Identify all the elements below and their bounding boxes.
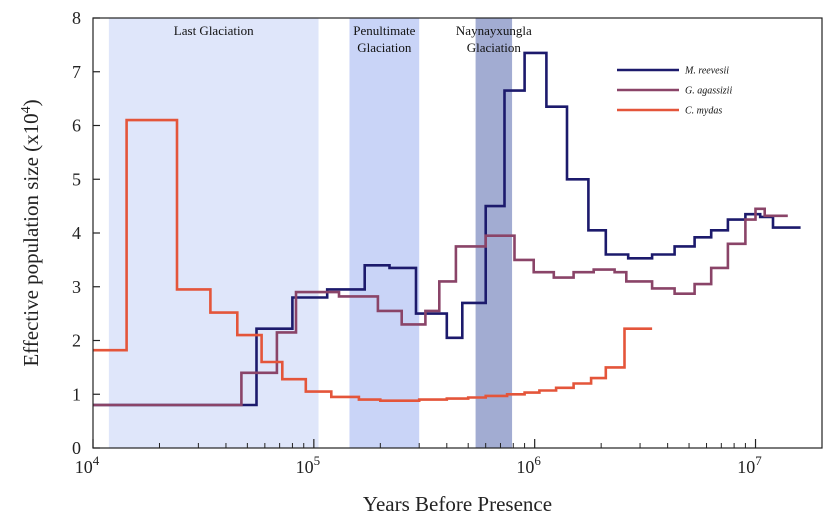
region-label-naynayxungla-glaciation: Naynayxungla Glaciation [456,23,532,55]
x-axis-title: Years Before Presence [363,492,552,516]
y-tick-label: 4 [72,223,81,243]
x-tick-label: 104 [75,453,100,477]
y-axis-title-close: ) [19,99,43,106]
region-label-line: Glaciation [357,40,412,55]
x-tick-exponent: 6 [534,453,541,468]
x-tick-base: 10 [75,457,93,477]
y-tick-label: 8 [72,8,81,28]
y-tick-label: 3 [72,277,81,297]
x-tick-label: 107 [737,453,762,477]
y-axis-title: Effective population size (x104) [19,99,43,366]
region-label-last-glaciation: Last Glaciation [174,23,254,38]
y-tick-label: 6 [72,116,81,136]
y-tick-label: 1 [72,384,81,404]
legend-label: M. reevesii [684,66,729,77]
region-last-glaciation [108,18,319,448]
y-axis-title-exponent: 4 [19,106,34,113]
series-line-c-mydas [93,118,653,403]
series-lines [93,51,801,407]
x-tick-base: 10 [737,457,755,477]
x-tick-label: 105 [296,453,321,477]
region-label-line: Last Glaciation [174,23,254,38]
region-penultimate-glaciation [349,18,420,448]
y-tick-label: 5 [72,169,81,189]
legend: M. reevesii G. agassizii C. mydas [617,66,732,117]
series-line-m-reevesii [93,51,801,407]
region-label-line: Naynayxungla [456,23,532,38]
x-tick-exponent: 5 [314,453,321,468]
region-labels: Last Glaciation Penultimate GlaciationNayn… [174,23,532,55]
series-line-g-agassizii [93,207,788,407]
region-naynayxungla-glaciation [475,18,513,448]
y-tick-label: 2 [72,331,81,351]
y-axis-title-main: Effective population size (x10 [19,113,43,366]
x-tick-exponent: 7 [755,453,762,468]
y-tick-label: 7 [72,62,81,82]
x-tick-base: 10 [296,457,314,477]
region-label-line: Penultimate [353,23,415,38]
x-tick-exponent: 4 [93,453,100,468]
region-label-penultimate-glaciation: Penultimate Glaciation [353,23,415,55]
region-label-line: Glaciation [467,40,522,55]
legend-label: C. mydas [685,106,722,117]
glaciation-regions [108,18,513,448]
legend-label: G. agassizii [685,86,732,97]
y-tick-label: 0 [72,438,81,458]
x-tick-label: 106 [516,453,541,477]
x-tick-base: 10 [516,457,534,477]
